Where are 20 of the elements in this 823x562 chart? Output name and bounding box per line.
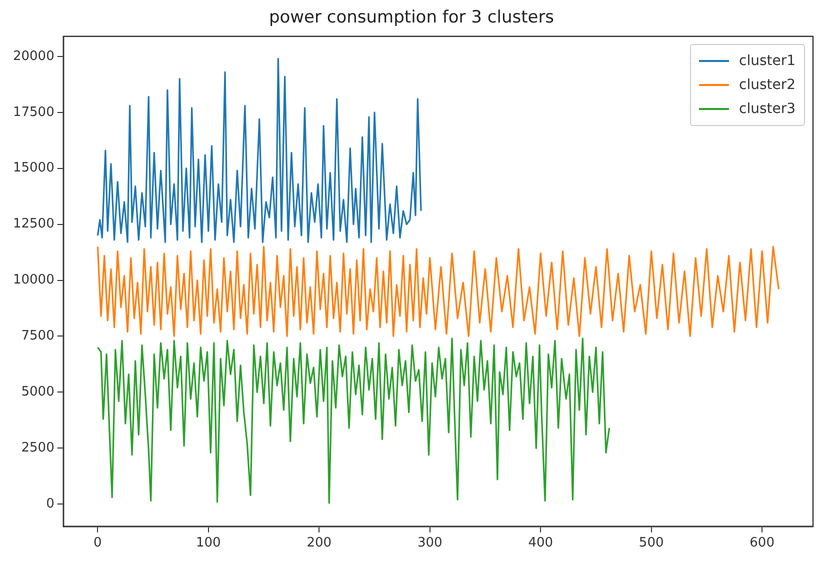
y-tick-label: 0 xyxy=(46,496,54,512)
x-tick-label: 200 xyxy=(306,536,332,551)
x-tick-label: 600 xyxy=(750,536,774,551)
y-tick-label: 7500 xyxy=(21,328,54,344)
x-tick-label: 500 xyxy=(638,536,664,551)
x-tick-label: 0 xyxy=(94,536,102,551)
y-tick-label: 20000 xyxy=(12,48,54,64)
y-tick-label: 5000 xyxy=(21,384,54,400)
x-tick-label: 100 xyxy=(196,536,221,551)
legend-label: cluster3 xyxy=(739,101,796,118)
x-tick-label: 400 xyxy=(528,536,554,551)
y-tick-label: 15000 xyxy=(12,160,54,176)
y-tick-label: 2500 xyxy=(21,440,54,456)
legend-label: cluster1 xyxy=(739,53,796,70)
x-tick-label: 300 xyxy=(417,536,442,551)
y-tick-label: 12500 xyxy=(12,216,54,232)
chart-title: power consumption for 3 clusters xyxy=(268,8,554,28)
legend-label: cluster2 xyxy=(739,77,796,94)
y-tick-label: 17500 xyxy=(12,104,54,120)
y-tick-label: 10000 xyxy=(12,272,54,288)
